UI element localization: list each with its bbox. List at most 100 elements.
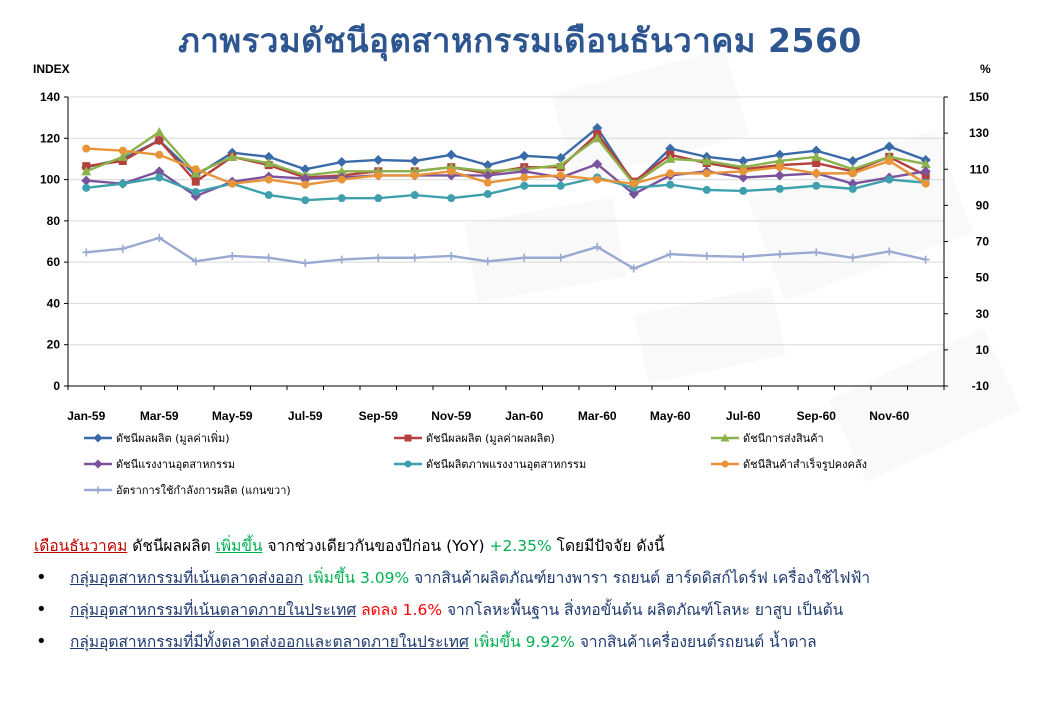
data-point <box>483 190 492 199</box>
bullet-detail: จากสินค้าเครื่องยนต์รถยนต์ น้ำตาล <box>574 633 817 651</box>
legend-item: ดัชนีผลผลิต (มูลค่าเพิ่ม) <box>84 430 230 445</box>
data-point <box>556 253 565 262</box>
left-tick-label: 0 <box>53 379 60 393</box>
data-point <box>921 255 930 264</box>
data-point <box>775 250 784 259</box>
data-point <box>82 144 91 153</box>
data-point <box>702 251 711 260</box>
data-point <box>154 127 165 137</box>
data-point <box>775 163 784 172</box>
data-point <box>82 183 91 192</box>
data-point <box>446 149 457 160</box>
data-point <box>666 180 675 189</box>
data-point <box>374 253 383 262</box>
data-point <box>337 175 346 184</box>
right-axis-label: % <box>980 62 991 76</box>
data-point <box>263 158 274 168</box>
data-point <box>555 160 566 170</box>
data-point <box>93 459 103 469</box>
data-point <box>301 259 310 268</box>
data-point <box>702 185 711 194</box>
data-point <box>117 151 128 161</box>
summary-bullet-2: • กลุ่มอุตสาหกรรมที่เน้นตลาดภายในประเทศ ล… <box>34 594 1034 626</box>
data-point <box>300 173 311 184</box>
summary-text-2: จากช่วงเดียวกันของปีก่อน (YoY) <box>262 537 490 555</box>
summary-section: เดือนธันวาคม ดัชนีผลผลิต เพิ่มขึ้น จากช่… <box>34 530 1034 658</box>
data-point <box>300 164 311 175</box>
data-point <box>720 433 730 442</box>
data-point <box>739 186 748 195</box>
data-point <box>884 141 895 152</box>
data-point <box>593 242 602 251</box>
left-tick-label: 20 <box>47 338 61 352</box>
legend-label: ดัชนีผลผลิต (มูลค่าเพิ่ม) <box>116 430 230 445</box>
legend-label: ดัชนีสินค้าสำเร็จรูปคงคลัง <box>743 457 867 471</box>
chart-series <box>81 122 931 273</box>
data-point <box>228 179 237 188</box>
data-point <box>154 166 165 177</box>
series-2 <box>81 127 931 188</box>
data-point <box>555 152 566 163</box>
bullet-group: กลุ่มอุตสาหกรรมที่เน้นตลาดภายในประเทศ <box>70 601 357 619</box>
summary-headline: เดือนธันวาคม ดัชนีผลผลิต เพิ่มขึ้น จากช่… <box>34 530 1034 562</box>
series-line <box>85 130 926 186</box>
series-line <box>85 126 927 186</box>
data-point <box>812 181 821 190</box>
data-point <box>447 251 456 260</box>
data-point <box>920 166 931 177</box>
data-point <box>629 264 638 273</box>
data-point <box>81 166 92 176</box>
data-point <box>556 181 565 190</box>
data-point <box>812 159 821 168</box>
left-tick-label: 80 <box>47 214 61 228</box>
data-point <box>118 146 127 155</box>
right-tick-label: -10 <box>972 379 990 393</box>
left-tick-label: 140 <box>40 90 60 104</box>
left-tick-label: 100 <box>40 173 60 187</box>
data-point <box>774 149 785 160</box>
data-point <box>373 154 384 165</box>
data-point <box>482 170 493 181</box>
data-point <box>82 248 91 257</box>
data-point <box>404 434 412 442</box>
data-point <box>447 167 456 176</box>
x-tick-label: Mar-60 <box>578 409 617 423</box>
summary-text-3: โดยมีปัจจัย ดังนี้ <box>551 537 665 555</box>
right-tick-label: 90 <box>976 198 990 212</box>
data-point <box>811 145 822 156</box>
data-point <box>847 155 858 166</box>
legend-label: ดัชนีการส่งสินค้า <box>743 432 824 445</box>
data-point <box>482 160 493 171</box>
data-point <box>447 194 456 203</box>
data-point <box>155 173 164 182</box>
x-tick-label: May-59 <box>212 409 253 423</box>
data-point <box>410 171 419 180</box>
left-tick-label: 120 <box>40 131 60 145</box>
data-point <box>93 433 103 443</box>
summary-bullet-3: • กลุ่มอุตสาหกรรมที่มีทั้งตลาดส่งออกและตล… <box>34 626 1034 658</box>
data-point <box>336 166 347 176</box>
x-tick-label: Jan-60 <box>505 409 543 423</box>
legend-label: ดัชนีผลิตภาพแรงงานอุตสาหกรรม <box>426 458 586 471</box>
right-tick-label: 30 <box>976 307 990 321</box>
data-point <box>629 179 638 188</box>
data-point <box>848 169 857 178</box>
data-point <box>812 169 821 178</box>
data-point <box>774 170 785 181</box>
left-axis-label: INDEX <box>33 62 70 76</box>
legend-label: ดัชนีผลผลิต (มูลค่าผลผลิต) <box>426 432 555 445</box>
data-point <box>191 257 200 266</box>
data-point <box>337 255 346 264</box>
data-point <box>483 257 492 266</box>
data-point <box>191 187 200 196</box>
summary-text-1: ดัชนีผลผลิต <box>127 537 216 555</box>
data-point <box>739 252 748 261</box>
data-point <box>774 155 785 165</box>
legend-item: ดัชนีผลผลิต (มูลค่าผลผลิต) <box>394 432 555 445</box>
data-point <box>301 196 310 205</box>
legend-item: ดัชนีแรงงานอุตสาหกรรม <box>84 458 235 471</box>
bullet-change: ลดลง 1.6% <box>361 601 443 619</box>
data-point <box>409 155 420 166</box>
data-point <box>665 153 676 163</box>
left-tick-label: 40 <box>47 296 61 310</box>
